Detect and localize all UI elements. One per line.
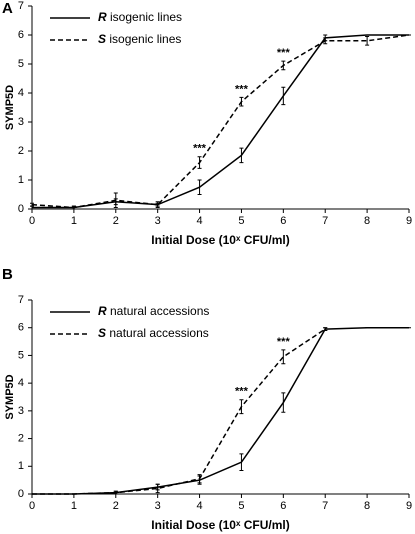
x-tick-label: 8 — [364, 215, 370, 227]
y-tick-label: 1 — [18, 174, 24, 186]
y-axis-label: SYMP5D — [4, 374, 16, 419]
y-tick-label: 5 — [18, 58, 24, 70]
error-bar — [281, 86, 286, 106]
x-tick-label: 4 — [196, 500, 202, 512]
y-tick-label: 7 — [18, 294, 24, 306]
y-tick-label: 6 — [18, 322, 24, 334]
error-bar — [281, 60, 286, 71]
error-bar — [197, 156, 202, 169]
x-tick-label: 3 — [155, 500, 161, 512]
x-tick-label: 7 — [322, 500, 328, 512]
error-bar — [30, 202, 34, 207]
error-bar — [155, 483, 160, 494]
legend-label: S natural accessions — [98, 326, 209, 340]
x-tick-label: 0 — [29, 215, 35, 227]
y-tick-label: 4 — [18, 87, 24, 99]
y-tick-label: 2 — [18, 432, 24, 444]
y-tick-label: 6 — [18, 29, 24, 41]
panel-label: A — [2, 0, 13, 17]
y-tick-label: 1 — [18, 460, 24, 472]
x-tick-label: 2 — [113, 500, 119, 512]
x-tick-label: 1 — [71, 500, 77, 512]
error-bar — [239, 399, 244, 415]
legend-label: R natural accessions — [98, 304, 209, 318]
annotation: *** — [193, 143, 207, 155]
y-tick-label: 5 — [18, 349, 24, 361]
error-bar — [113, 192, 118, 209]
error-bar — [239, 453, 244, 471]
y-tick-label: 0 — [18, 488, 24, 500]
x-tick-label: 5 — [238, 500, 244, 512]
x-tick-label: 6 — [280, 215, 286, 227]
error-bar — [197, 474, 202, 484]
error-bar — [239, 96, 244, 107]
error-bar — [281, 349, 286, 365]
x-tick-label: 9 — [406, 215, 412, 227]
error-bar — [71, 205, 76, 210]
annotation: *** — [235, 83, 249, 95]
error-bar — [281, 392, 286, 413]
series-line — [32, 34, 409, 209]
x-axis-label: Initial Dose (10ˣ CFU/ml) — [151, 518, 289, 532]
x-tick-label: 8 — [364, 500, 370, 512]
error-bar — [239, 147, 244, 164]
y-tick-label: 7 — [18, 0, 24, 12]
error-bar — [197, 179, 202, 195]
series-line — [31, 34, 410, 209]
y-tick-label: 3 — [18, 116, 24, 128]
x-tick-label: 5 — [238, 215, 244, 227]
y-axis-label: SYMP5D — [4, 85, 16, 130]
error-bar — [365, 35, 370, 46]
legend-label: S isogenic lines — [98, 32, 181, 46]
x-axis-label: Initial Dose (10ˣ CFU/ml) — [151, 233, 289, 247]
series-line — [32, 326, 409, 495]
x-tick-label: 4 — [196, 215, 202, 227]
panel-label: B — [2, 266, 13, 283]
annotation: *** — [277, 47, 291, 59]
x-tick-label: 6 — [280, 500, 286, 512]
error-bar — [113, 490, 118, 495]
x-tick-label: 2 — [113, 215, 119, 227]
x-tick-label: 9 — [406, 500, 412, 512]
x-tick-label: 1 — [71, 215, 77, 227]
x-tick-label: 7 — [322, 215, 328, 227]
y-tick-label: 2 — [18, 145, 24, 157]
series-line — [32, 328, 326, 495]
error-bar — [155, 201, 160, 209]
error-bar — [323, 327, 328, 331]
x-tick-label: 0 — [29, 500, 35, 512]
y-tick-label: 4 — [18, 377, 24, 389]
y-tick-label: 3 — [18, 405, 24, 417]
annotation: *** — [277, 336, 291, 348]
annotation: *** — [235, 386, 249, 398]
legend-label: R isogenic lines — [98, 10, 182, 24]
x-tick-label: 3 — [155, 215, 161, 227]
error-bar — [323, 37, 328, 45]
y-tick-label: 0 — [18, 203, 24, 215]
